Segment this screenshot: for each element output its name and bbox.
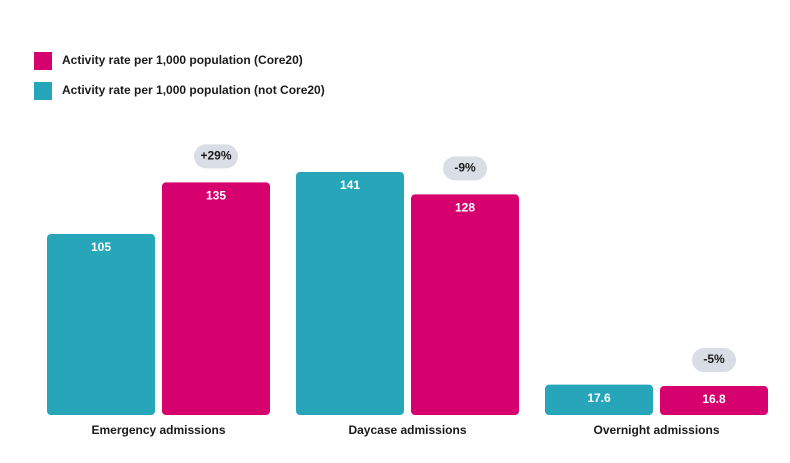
value-label: 105 — [91, 240, 111, 254]
legend-swatch — [34, 82, 52, 100]
legend-label: Activity rate per 1,000 population (not … — [62, 83, 325, 97]
bar — [545, 384, 653, 415]
value-label: 141 — [340, 178, 360, 192]
bar — [162, 182, 270, 415]
value-label: 128 — [455, 201, 475, 215]
x-tick-label: Emergency admissions — [91, 423, 225, 437]
value-label: 17.6 — [587, 391, 611, 405]
bar — [411, 194, 519, 415]
legend-label: Activity rate per 1,000 population (Core… — [62, 53, 303, 67]
annotation-pill — [692, 348, 736, 373]
value-label: 135 — [206, 189, 226, 203]
bar — [660, 386, 768, 415]
annotation: -5% — [703, 352, 725, 366]
bar — [296, 172, 404, 415]
annotation-pill — [194, 144, 238, 169]
annotation: +29% — [200, 149, 231, 163]
value-label: 16.8 — [702, 392, 726, 406]
bar — [47, 234, 155, 415]
annotation: -9% — [454, 161, 476, 175]
x-tick-label: Overnight admissions — [593, 423, 719, 437]
legend-swatch — [34, 52, 52, 70]
x-tick-label: Daycase admissions — [348, 423, 466, 437]
annotation-pill — [443, 156, 487, 181]
